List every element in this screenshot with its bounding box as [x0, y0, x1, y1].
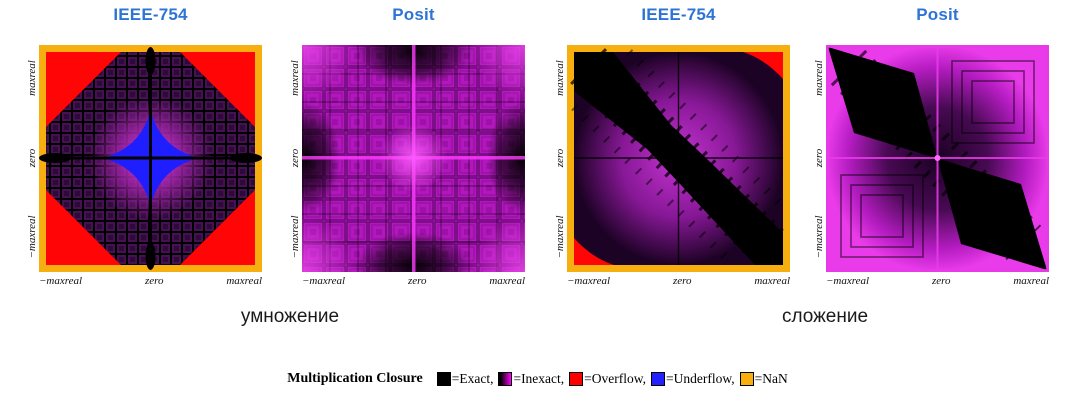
caption-addition: сложение — [781, 306, 869, 327]
overflow-swatch — [569, 372, 584, 386]
x-tick-zero: zero — [144, 275, 164, 287]
x-axis-posit-mult: −maxreal zero maxreal — [302, 275, 525, 287]
y-tick-zero: zero — [26, 148, 38, 168]
caption-multiplication: умножение — [240, 306, 340, 327]
y-tick-maxreal: maxreal — [289, 60, 301, 96]
x-axis-ieee754-add: −maxreal zero maxreal — [567, 275, 790, 287]
y-axis-posit-mult: maxreal zero −maxreal — [288, 45, 302, 272]
y-tick-neg-maxreal: −maxreal — [26, 215, 38, 259]
legend-item-inexact: =Inexact, — [498, 371, 564, 387]
x-tick-neg-maxreal: −maxreal — [826, 275, 870, 287]
bright-zero-cross — [302, 45, 525, 272]
heatmap-svg-posit-add — [826, 45, 1049, 272]
legend-item-nan: =NaN — [739, 371, 788, 387]
x-tick-maxreal: maxreal — [226, 275, 262, 287]
underflow-swatch — [651, 372, 666, 386]
corner-glows — [302, 45, 525, 272]
x-axis-posit-add: −maxreal zero maxreal — [826, 275, 1049, 287]
legend-item-exact: =Exact, — [436, 371, 494, 387]
nan-swatch — [739, 372, 754, 386]
y-tick-neg-maxreal: −maxreal — [813, 215, 825, 259]
x-tick-maxreal: maxreal — [1013, 275, 1049, 287]
exact-axes-cross — [39, 47, 262, 270]
bright-edges-and-cross — [826, 45, 1049, 272]
y-tick-zero: zero — [289, 148, 301, 168]
legend-item-underflow: =Underflow, — [651, 371, 735, 387]
y-axis-posit-add: maxreal zero −maxreal — [812, 45, 826, 272]
x-tick-zero: zero — [931, 275, 951, 287]
figure-posit-multiplication: Posit maxreal zero −maxreal — [288, 5, 539, 305]
legend-item-label: =Inexact, — [513, 371, 565, 386]
y-tick-maxreal: maxreal — [813, 60, 825, 96]
x-tick-maxreal: maxreal — [489, 275, 525, 287]
exact-diagonal-wedges — [828, 47, 1047, 270]
legend-item-label: =Overflow, — [584, 371, 647, 386]
exact-swatch — [436, 372, 451, 386]
heatmap-posit-addition — [826, 45, 1049, 272]
y-tick-zero: zero — [813, 148, 825, 168]
overflow-corners — [574, 52, 783, 265]
inexact-swatch — [498, 372, 513, 386]
figure-ieee754-multiplication: IEEE-754 maxreal zero −maxreal — [25, 5, 276, 305]
x-tick-neg-maxreal: −maxreal — [567, 275, 611, 287]
heatmap-ieee754-multiplication — [39, 45, 262, 272]
figure-title-ieee754-mult: IEEE-754 — [113, 5, 188, 24]
y-tick-neg-maxreal: −maxreal — [289, 215, 301, 259]
legend-item-label: =Exact, — [451, 371, 494, 386]
heatmap-svg-ieee754-mult — [39, 45, 262, 272]
legend-item-label: =NaN — [754, 371, 788, 386]
x-tick-zero: zero — [407, 275, 427, 287]
y-tick-maxreal: maxreal — [26, 60, 38, 96]
y-tick-neg-maxreal: −maxreal — [554, 215, 566, 259]
x-tick-neg-maxreal: −maxreal — [39, 275, 83, 287]
x-axis-ieee754-mult: −maxreal zero maxreal — [39, 275, 262, 287]
nested-square-texture — [840, 60, 1035, 258]
x-tick-maxreal: maxreal — [754, 275, 790, 287]
heatmap-ieee754-addition — [567, 45, 790, 272]
y-tick-zero: zero — [554, 148, 566, 168]
exact-axes-cross — [574, 52, 783, 265]
legend-item-overflow: =Overflow, — [569, 371, 646, 387]
y-tick-maxreal: maxreal — [554, 60, 566, 96]
heatmap-svg-ieee754-add — [567, 45, 790, 272]
figure-title-posit-mult: Posit — [392, 5, 435, 24]
legend-item-label: =Underflow, — [666, 371, 735, 386]
figure-ieee754-addition: IEEE-754 maxreal zero −maxreal — [553, 5, 804, 305]
heatmap-svg-posit-mult — [302, 45, 525, 272]
y-axis-ieee754-add: maxreal zero −maxreal — [553, 45, 567, 272]
legend: Multiplication Closure =Exact, =Inexact,… — [0, 371, 1080, 387]
figure-posit-addition: Posit maxreal zero −maxreal — [812, 5, 1063, 305]
x-tick-zero: zero — [672, 275, 692, 287]
heatmap-posit-multiplication — [302, 45, 525, 272]
legend-title: Multiplication Closure — [287, 371, 423, 386]
overflow-corners — [46, 52, 255, 265]
figure-title-posit-add: Posit — [916, 5, 959, 24]
figure-title-ieee754-add: IEEE-754 — [641, 5, 716, 24]
x-tick-neg-maxreal: −maxreal — [302, 275, 346, 287]
y-axis-ieee754-mult: maxreal zero −maxreal — [25, 45, 39, 272]
